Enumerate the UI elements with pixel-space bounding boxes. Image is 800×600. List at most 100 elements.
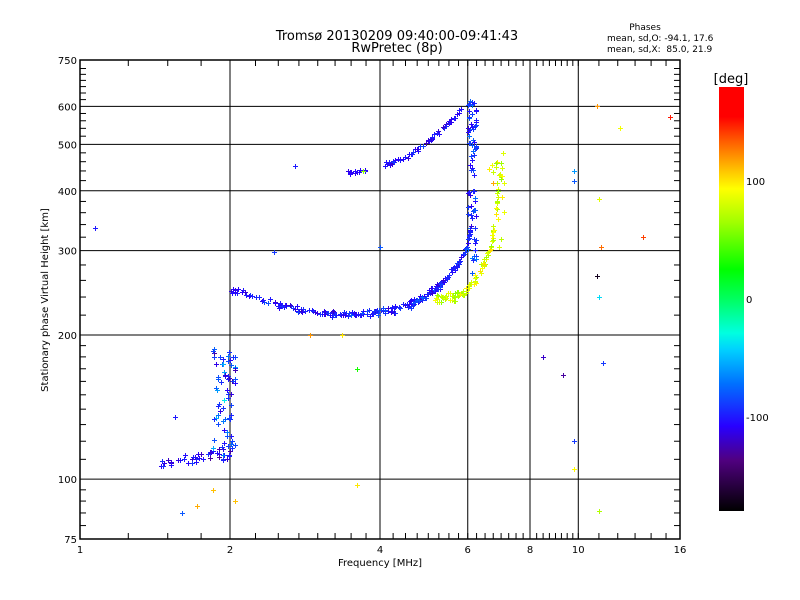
stats-x-line: mean, sd,X: 85.0, 21.9: [607, 45, 713, 55]
y-tick-label: 100: [58, 475, 77, 486]
data-point: [471, 149, 476, 154]
data-point: [488, 248, 493, 253]
data-point: [407, 152, 412, 157]
data-point: [572, 169, 577, 174]
data-point: [601, 361, 606, 366]
data-point: [228, 417, 233, 422]
data-point: [227, 453, 232, 458]
data-point: [450, 270, 455, 275]
data-point: [459, 291, 464, 296]
stats-o-line: mean, sd,O: -94.1, 17.6: [607, 34, 714, 44]
data-point: [346, 169, 351, 174]
data-point: [226, 354, 231, 359]
data-point: [241, 288, 246, 293]
data-point: [455, 112, 460, 117]
data-point: [500, 174, 505, 179]
data-point: [472, 140, 477, 145]
data-point: [474, 109, 479, 114]
data-point: [427, 288, 432, 293]
data-point: [485, 251, 490, 256]
data-point: [355, 170, 360, 175]
data-point: [93, 226, 98, 231]
data-point: [422, 294, 427, 299]
data-point: [368, 314, 373, 319]
data-point: [346, 314, 351, 319]
data-point: [340, 333, 345, 338]
data-point: [496, 189, 501, 194]
data-point: [490, 239, 495, 244]
data-point: [222, 428, 227, 433]
data-point: [216, 375, 221, 380]
data-point: [344, 311, 349, 316]
data-point: [409, 298, 414, 303]
data-point: [501, 151, 506, 156]
data-point: [221, 447, 226, 452]
data-point: [467, 134, 472, 139]
data-point: [449, 267, 454, 272]
data-point: [467, 283, 472, 288]
data-point: [315, 311, 320, 316]
data-point: [166, 458, 171, 463]
data-point: [499, 161, 504, 166]
data-point: [289, 304, 294, 309]
data-point: [430, 291, 435, 296]
data-point: [228, 449, 233, 454]
data-point: [430, 135, 435, 140]
data-point: [411, 150, 416, 155]
data-point: [469, 213, 474, 218]
data-point: [222, 441, 227, 446]
data-point: [668, 115, 673, 120]
data-point: [231, 355, 236, 360]
data-point: [318, 312, 323, 317]
data-point: [358, 168, 363, 173]
data-point: [494, 212, 499, 217]
data-point: [425, 292, 430, 297]
data-point: [408, 299, 413, 304]
data-point: [195, 504, 200, 509]
data-point: [473, 208, 478, 213]
data-point: [381, 306, 386, 311]
data-point: [367, 308, 372, 313]
data-point: [393, 304, 398, 309]
data-point: [416, 149, 421, 154]
data-point: [216, 422, 221, 427]
data-point: [466, 103, 471, 108]
data-point: [279, 303, 284, 308]
data-point: [473, 273, 478, 278]
data-point: [597, 509, 602, 514]
data-point: [227, 376, 232, 381]
data-point: [441, 278, 446, 283]
data-point: [190, 457, 195, 462]
data-point: [338, 312, 343, 317]
data-point: [201, 457, 206, 462]
data-point: [473, 199, 478, 204]
data-point: [216, 404, 221, 409]
x-tick-label: 6: [465, 545, 471, 556]
data-point: [240, 290, 245, 295]
data-point: [450, 294, 455, 299]
data-point: [597, 197, 602, 202]
data-point: [262, 300, 267, 305]
data-point: [233, 443, 238, 448]
data-point: [470, 112, 475, 117]
data-point: [307, 308, 312, 313]
data-point: [474, 214, 479, 219]
data-point: [434, 286, 439, 291]
stats-heading: Phases: [629, 23, 661, 33]
data-point: [212, 438, 217, 443]
data-point: [225, 457, 230, 462]
data-point: [457, 260, 462, 265]
data-point: [349, 170, 354, 175]
data-point: [291, 306, 296, 311]
data-point: [229, 413, 234, 418]
data-point: [429, 286, 434, 291]
data-point: [495, 181, 500, 186]
chart-subtitle: RwPretec (8p): [351, 41, 442, 56]
data-point: [470, 256, 475, 261]
colorbar: [719, 87, 744, 511]
y-tick-label: 500: [58, 140, 77, 151]
data-point: [398, 158, 403, 163]
data-point: [393, 158, 398, 163]
data-point: [466, 247, 471, 252]
data-point: [161, 464, 166, 469]
